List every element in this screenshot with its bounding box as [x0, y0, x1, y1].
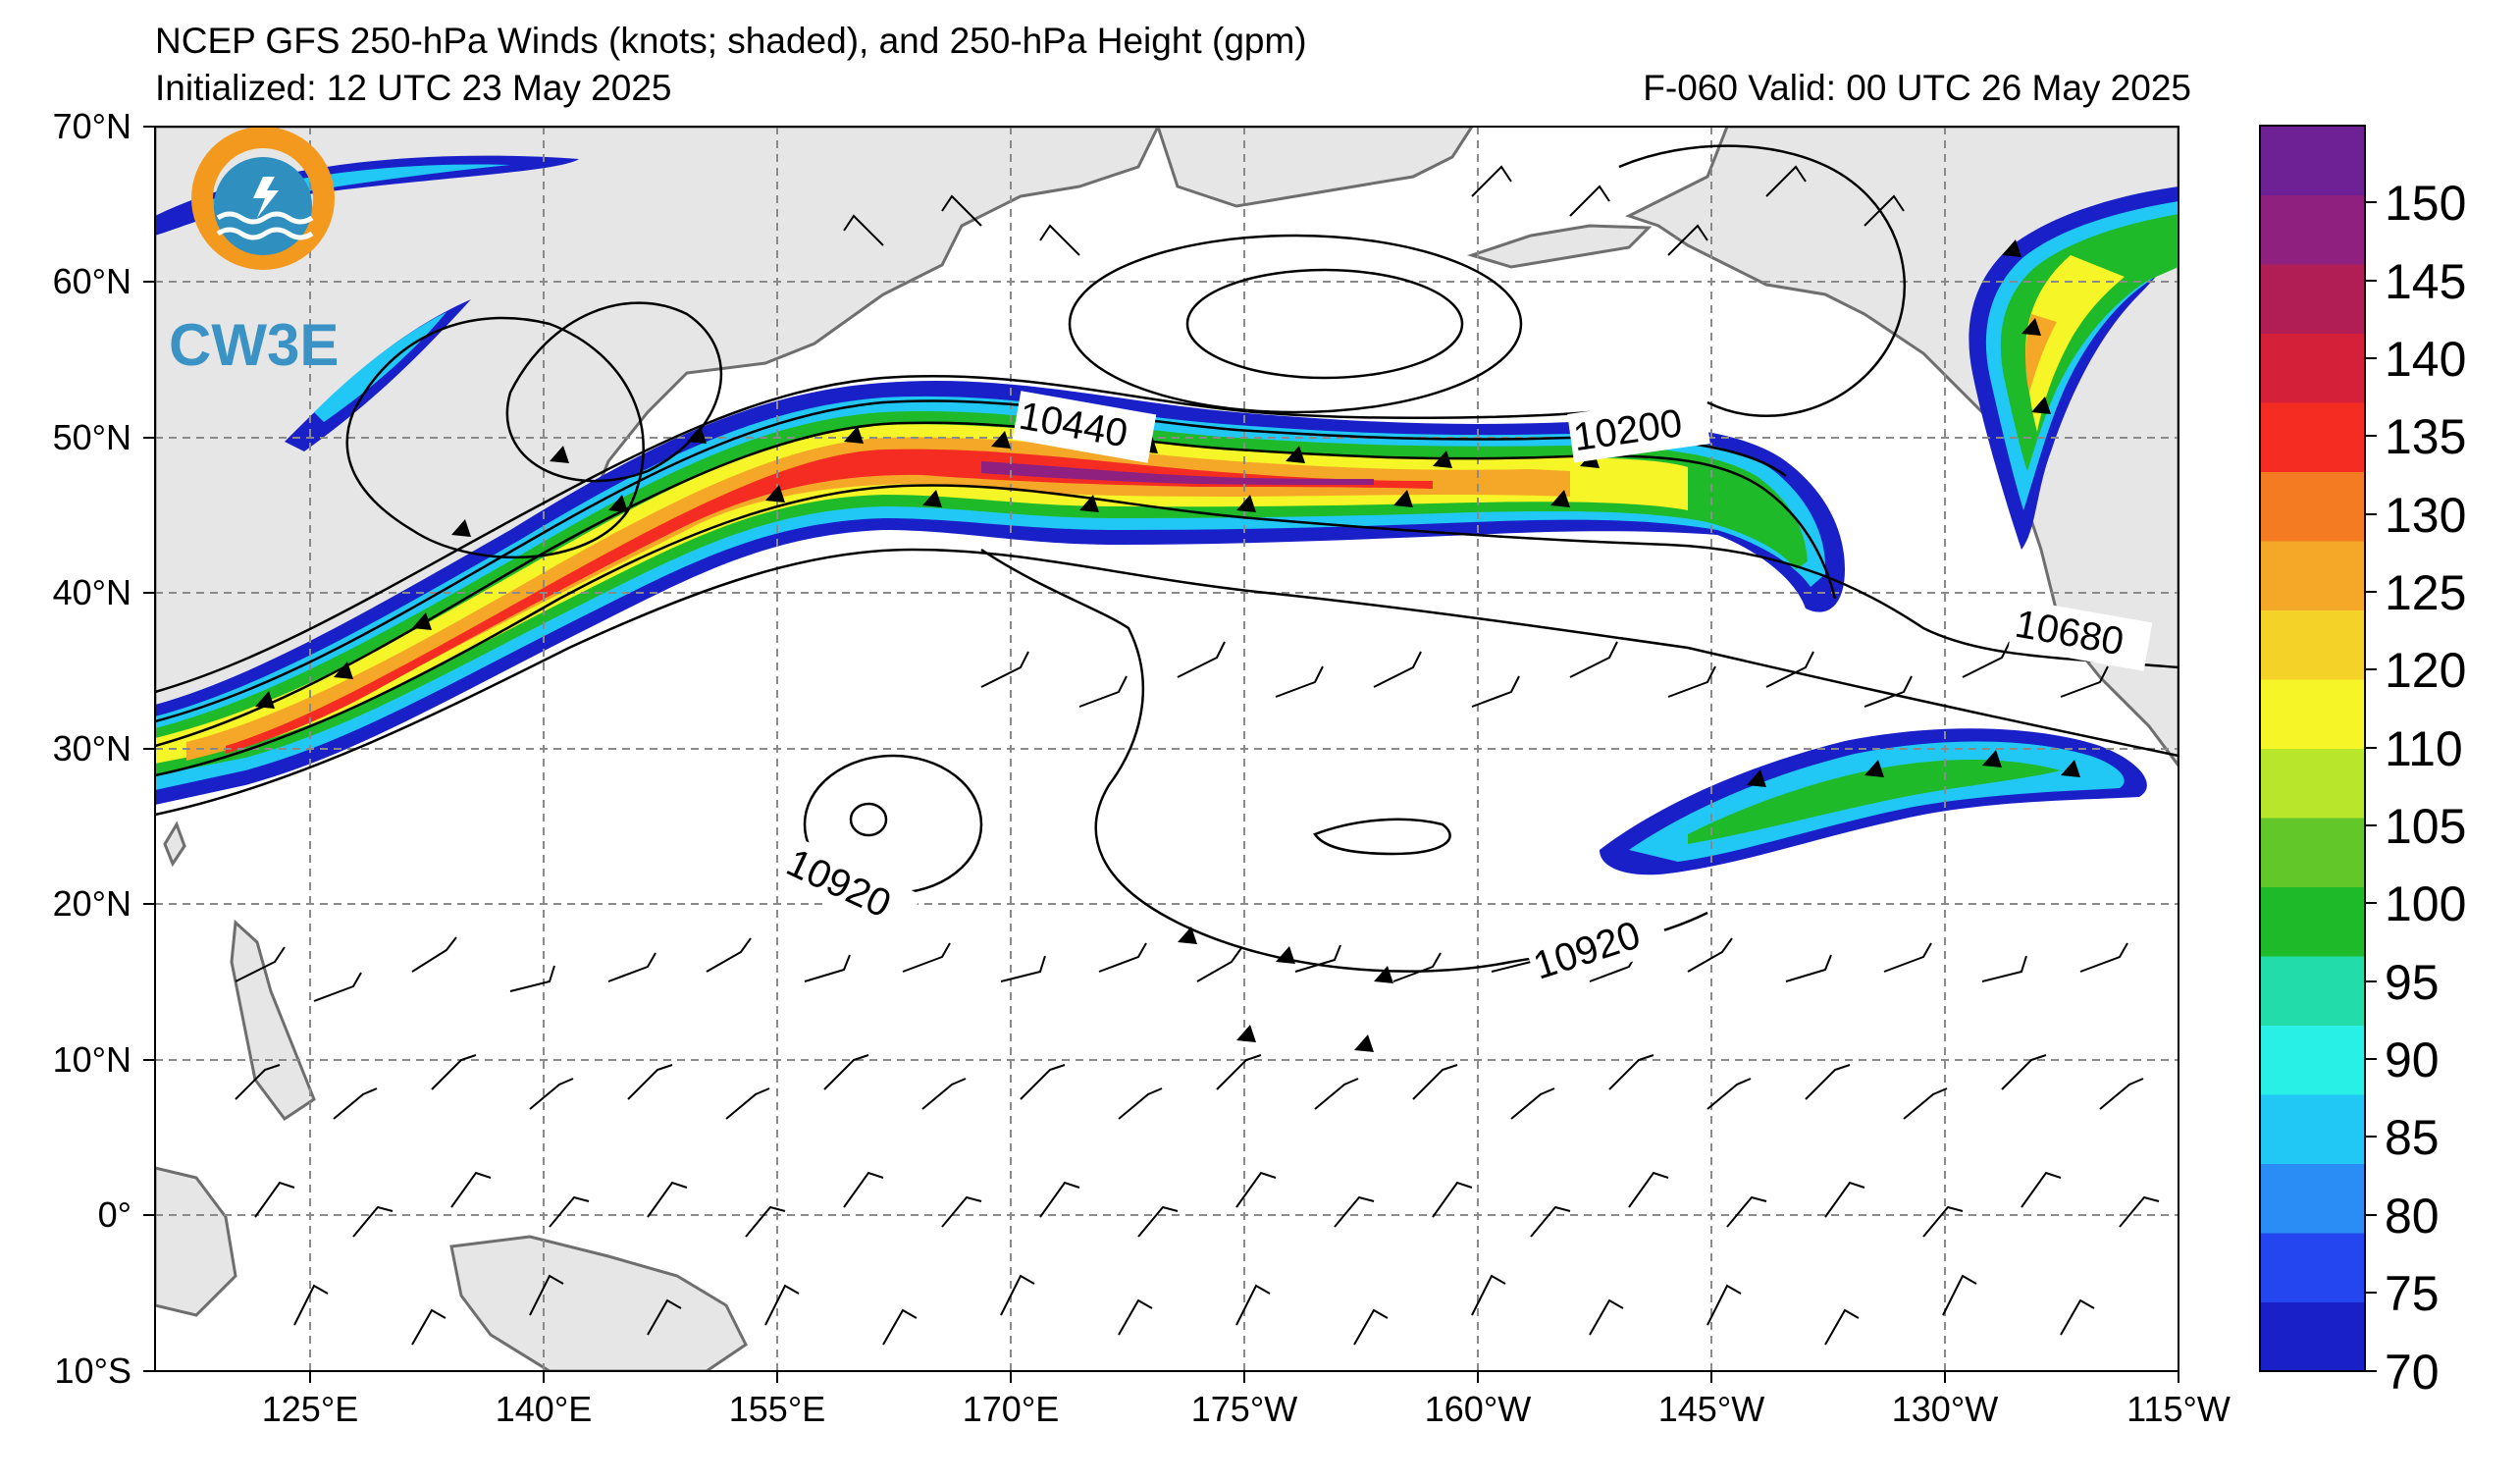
colorbar-label-80: 80: [2385, 1189, 2440, 1244]
colorbar: 150 145 140 135 130 125 120 110 105 100 …: [2259, 125, 2466, 1400]
colorbar-swatch: [2260, 333, 2365, 403]
colorbar-swatch: [2260, 541, 2365, 610]
latitude-labels: 70°N 60°N 50°N 40°N 30°N 20°N 10°N 0° 10…: [53, 106, 131, 1391]
lat-label-50n: 50°N: [53, 417, 131, 457]
colorbar-swatch: [2260, 1301, 2365, 1372]
colorbar-swatch: [2260, 609, 2365, 680]
lat-label-70n: 70°N: [53, 106, 131, 146]
lat-label-10n: 10°N: [53, 1039, 131, 1080]
lon-label-175w: 175°W: [1191, 1389, 1297, 1429]
land-siberia-east: [1156, 127, 1474, 208]
colorbar-label-90: 90: [2385, 1033, 2440, 1087]
colorbar-swatch: [2260, 956, 2365, 1026]
map-title: NCEP GFS 250-hPa Winds (knots; shaded), …: [155, 21, 1307, 61]
graticule: [155, 127, 2179, 1371]
longitude-ticks: [309, 1371, 2179, 1383]
colorbar-labels: 150 145 140 135 130 125 120 110 105 100 …: [2385, 176, 2466, 1400]
colorbar-swatch: [2260, 679, 2365, 749]
wind-barbs: [235, 165, 2160, 1346]
latitude-ticks: [143, 126, 155, 1372]
land-taiwan: [163, 821, 186, 868]
lat-label-10s: 10°S: [55, 1351, 131, 1391]
jet-subtropical: [1600, 728, 2147, 875]
land-borneo: [155, 1166, 237, 1317]
lat-label-40n: 40°N: [53, 572, 131, 612]
colorbar-swatch: [2260, 264, 2365, 334]
valid-time: F-060 Valid: 00 UTC 26 May 2025: [1643, 68, 2191, 108]
land-alaska-peninsula: [1467, 224, 1653, 269]
lon-label-130w: 130°W: [1892, 1389, 1998, 1429]
colorbar-label-145: 145: [2385, 254, 2466, 309]
colorbar-swatch: [2260, 471, 2365, 542]
colorbar-swatch: [2260, 1163, 2365, 1234]
lat-label-60n: 60°N: [53, 261, 131, 301]
colorbar-swatch: [2260, 1233, 2365, 1302]
colorbar-label-135: 135: [2385, 409, 2466, 464]
init-time: Initialized: 12 UTC 23 May 2025: [155, 68, 672, 108]
colorbar-swatch: [2260, 1025, 2365, 1095]
colorbar-ticks: [2365, 201, 2377, 1372]
colorbar-swatch: [2260, 818, 2365, 887]
lat-label-20n: 20°N: [53, 883, 131, 924]
lat-label-30n: 30°N: [53, 728, 131, 768]
colorbar-label-105: 105: [2385, 799, 2466, 854]
colorbar-label-95: 95: [2385, 955, 2440, 1010]
lat-label-0: 0°: [98, 1194, 131, 1235]
cw3e-logo: CW3E: [169, 127, 339, 378]
lon-label-140e: 140°E: [496, 1389, 592, 1429]
colorbar-label-75: 75: [2385, 1266, 2440, 1321]
lon-label-115w: 115°W: [2126, 1389, 2231, 1429]
colorbar-label-85: 85: [2385, 1110, 2440, 1165]
lon-label-160w: 160°W: [1425, 1389, 1531, 1429]
colorbar-label-140: 140: [2385, 332, 2466, 387]
colorbar-label-150: 150: [2385, 176, 2466, 231]
colorbar-swatch: [2260, 126, 2365, 195]
longitude-labels: 125°E 140°E 155°E 170°E 175°W 160°W 145°…: [262, 1389, 2231, 1429]
land-new-guinea: [449, 1235, 748, 1371]
colorbar-swatch: [2260, 402, 2365, 472]
lon-label-170e: 170°E: [963, 1389, 1059, 1429]
lon-label-145w: 145°W: [1658, 1389, 1764, 1429]
colorbar-label-100: 100: [2385, 876, 2466, 931]
colorbar-swatches: [2260, 126, 2365, 1372]
colorbar-swatch: [2260, 748, 2365, 819]
colorbar-swatch: [2260, 886, 2365, 957]
colorbar-swatch: [2260, 194, 2365, 265]
colorbar-label-110: 110: [2385, 721, 2463, 776]
lon-label-155e: 155°E: [729, 1389, 825, 1429]
colorbar-label-120: 120: [2385, 643, 2466, 698]
colorbar-swatch: [2260, 1094, 2365, 1164]
colorbar-label-125: 125: [2385, 565, 2466, 620]
colorbar-label-130: 130: [2385, 488, 2466, 543]
colorbar-label-70: 70: [2385, 1345, 2440, 1400]
lon-label-125e: 125°E: [262, 1389, 358, 1429]
logo-text: CW3E: [169, 312, 339, 378]
